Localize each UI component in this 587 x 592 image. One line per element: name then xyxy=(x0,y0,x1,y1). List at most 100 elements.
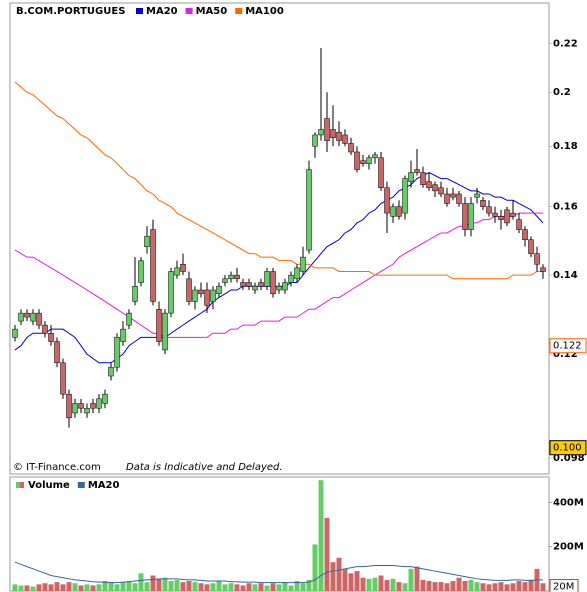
volume-bar xyxy=(234,584,240,591)
candle-body xyxy=(312,134,318,147)
y-tick-label: 0.2 xyxy=(553,87,571,98)
candle-body xyxy=(270,271,276,295)
price-marker xyxy=(549,338,587,354)
volume-marker-label: 20M xyxy=(553,582,574,592)
volume-bar xyxy=(198,583,204,591)
legend-swatch xyxy=(235,8,243,14)
y-tick-label: 0.18 xyxy=(553,141,578,152)
volume-bar xyxy=(456,577,462,591)
volume-bar xyxy=(246,583,252,591)
candle-body xyxy=(462,203,468,230)
candle-body xyxy=(450,193,456,198)
volume-bar xyxy=(84,584,90,591)
candle-body xyxy=(54,341,60,364)
volume-bar xyxy=(216,581,222,591)
candle-body xyxy=(180,264,186,272)
candle-body xyxy=(48,333,54,342)
chart-title: B.COM.PORTUGUES xyxy=(16,6,125,17)
volume-bar xyxy=(108,582,114,591)
candle-body xyxy=(504,209,510,224)
volume-bar xyxy=(480,583,486,591)
candle-body xyxy=(318,129,324,136)
volume-bar xyxy=(42,583,48,591)
legend-label: MA20 xyxy=(88,480,120,491)
volume-bar xyxy=(186,581,192,591)
volume-bar xyxy=(72,583,78,591)
volume-bar xyxy=(252,584,258,591)
candle-body xyxy=(414,169,420,173)
legend-label: Volume xyxy=(28,480,70,491)
candle-body xyxy=(516,219,522,230)
candle-body xyxy=(156,308,162,342)
price-marker-label: 0.100 xyxy=(553,443,582,454)
volume-bar xyxy=(528,579,534,591)
candle-body xyxy=(174,267,180,276)
volume-bar xyxy=(354,571,360,591)
candle-body xyxy=(534,253,540,265)
volume-bar xyxy=(162,577,168,591)
candle-body xyxy=(126,312,132,326)
volume-bar xyxy=(24,585,30,591)
price-panel xyxy=(9,2,550,475)
volume-bar xyxy=(330,562,336,591)
candle-body xyxy=(456,193,462,204)
volume-bar xyxy=(402,583,408,591)
y-tick-label: 0.12 xyxy=(553,349,578,360)
volume-bar xyxy=(96,584,102,591)
volume-bar xyxy=(414,566,420,591)
legend-swatch xyxy=(77,482,85,488)
volume-bar xyxy=(258,583,264,591)
volume-bar xyxy=(420,579,426,591)
volume-bar xyxy=(102,581,108,591)
volume-bar xyxy=(426,581,432,591)
volume-bar xyxy=(144,582,150,591)
candle-body xyxy=(72,403,78,414)
candle-body xyxy=(360,160,366,164)
candle-body xyxy=(390,206,396,217)
volume-bar xyxy=(114,584,120,591)
ma-line xyxy=(14,212,543,338)
candle-body xyxy=(342,134,348,144)
candle-body xyxy=(66,393,72,419)
candle-body xyxy=(24,312,30,318)
candle-body xyxy=(492,212,498,217)
volume-bar xyxy=(150,575,156,591)
volume-bar xyxy=(348,573,354,591)
legend-label: MA20 xyxy=(146,6,178,17)
candle-body xyxy=(384,187,390,214)
volume-bar xyxy=(282,582,288,591)
volume-bar xyxy=(18,585,24,591)
y-tick-label: 200M xyxy=(553,542,584,553)
y-tick-label: 400M xyxy=(553,497,584,508)
candle-body xyxy=(276,285,282,291)
volume-bar xyxy=(240,585,246,591)
candle-body xyxy=(438,187,444,195)
candle-body xyxy=(204,289,210,306)
volume-bar xyxy=(510,583,516,591)
candle-body xyxy=(210,289,216,302)
candle-body xyxy=(114,337,120,368)
volume-bar xyxy=(168,581,174,591)
candle-body xyxy=(144,236,150,247)
candle-body xyxy=(444,193,450,204)
volume-bar xyxy=(180,582,186,591)
y-tick-label: 0.16 xyxy=(553,202,578,213)
candle-body xyxy=(294,267,300,280)
volume-bar xyxy=(228,583,234,591)
candle-body xyxy=(18,312,24,322)
ma-line xyxy=(14,81,543,280)
candle-body xyxy=(468,203,474,230)
candle-body xyxy=(498,216,504,220)
legend-swatch xyxy=(136,8,143,14)
candle-body xyxy=(198,289,204,295)
volume-bar xyxy=(432,582,438,591)
candle-body xyxy=(246,282,252,287)
volume-bar xyxy=(504,584,510,591)
candle-body xyxy=(252,285,258,291)
candle-body xyxy=(90,403,96,409)
candle-body xyxy=(132,285,138,302)
volume-bar xyxy=(78,585,84,591)
candle-body xyxy=(540,267,546,272)
volume-bar xyxy=(60,584,66,591)
